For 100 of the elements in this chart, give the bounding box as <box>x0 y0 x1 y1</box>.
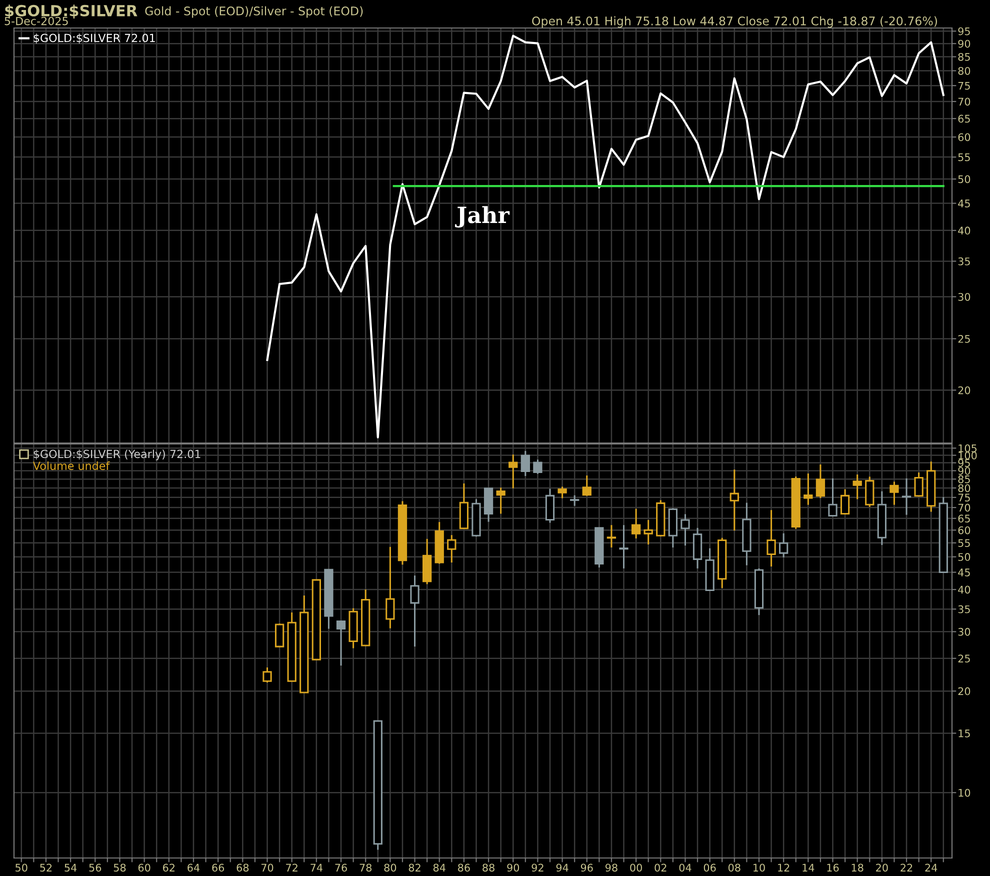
candlestick <box>570 494 580 507</box>
candlestick <box>606 524 616 548</box>
candlestick <box>558 486 567 499</box>
candlestick <box>804 472 813 506</box>
annotation: Volume undef <box>32 461 110 470</box>
y-tick-label: 60 <box>958 526 970 534</box>
y-tick-label: 25 <box>958 334 970 343</box>
x-tick-label: 14 <box>802 864 814 872</box>
candlestick <box>262 666 272 684</box>
legend-label: $GOLD:$SILVER 72.01 <box>34 34 155 44</box>
y-tick-label: 55 <box>958 539 970 547</box>
candlestick <box>680 513 690 546</box>
y-tick-label: 65 <box>958 114 970 123</box>
candlestick <box>447 534 456 564</box>
candlestick <box>619 524 628 570</box>
x-tick-label: 56 <box>89 864 102 872</box>
x-tick-label: 58 <box>114 864 126 872</box>
x-tick-label: 68 <box>236 864 249 872</box>
y-tick-label: 50 <box>958 553 970 561</box>
candlestick <box>779 532 788 558</box>
candlestick <box>496 486 506 514</box>
y-tick-label: 90 <box>958 40 970 48</box>
line-series <box>266 34 944 438</box>
x-tick-label: 20 <box>876 864 888 872</box>
candlestick <box>730 468 739 532</box>
x-tick-label: 86 <box>458 864 470 872</box>
y-tick-label: 75 <box>958 494 970 502</box>
x-tick-label: 18 <box>852 864 864 872</box>
chart-subtitle: Gold - Spot (EOD)/Silver - Spot (EOD) <box>145 6 363 18</box>
y-tick-label: 70 <box>958 98 970 106</box>
y-tick-label: 35 <box>958 605 970 614</box>
y-tick-label: 95 <box>958 459 970 467</box>
x-tick-label: 52 <box>40 864 52 872</box>
y-tick-label: 30 <box>958 628 970 636</box>
candlestick <box>840 488 850 516</box>
x-tick-label: 98 <box>605 864 618 872</box>
text: 5-Dec-2025 <box>4 16 68 26</box>
candlestick <box>508 454 518 490</box>
y-tick-label: 75 <box>958 82 970 90</box>
candlestick <box>336 620 346 666</box>
x-tick-label: 84 <box>433 864 446 872</box>
candlestick <box>865 476 874 508</box>
y-tick-label: 55 <box>958 153 970 162</box>
candlestick <box>816 464 826 499</box>
y-tick-label: 20 <box>958 386 970 394</box>
x-tick-label: 80 <box>384 864 396 872</box>
y-tick-label: 90 <box>958 466 970 475</box>
y-tick-label: 70 <box>958 504 970 512</box>
candlestick <box>386 546 395 630</box>
x-tick-label: 62 <box>163 864 174 872</box>
candlestick <box>274 622 284 648</box>
y-tick-label: 25 <box>958 654 970 662</box>
x-tick-label: 74 <box>310 864 322 872</box>
x-tick-label: 22 <box>900 864 912 872</box>
y-tick-label: 10 <box>958 788 970 797</box>
x-tick-label: 64 <box>188 864 200 872</box>
y-tick-label: 105 <box>958 444 977 452</box>
x-tick-label: 54 <box>64 864 77 872</box>
x-tick-label: 88 <box>482 864 494 872</box>
candlestick <box>520 450 530 477</box>
candlestick <box>902 478 912 516</box>
x-tick-label: 96 <box>580 864 593 872</box>
y-tick-label: 30 <box>958 292 970 301</box>
y-tick-label: 40 <box>958 586 970 594</box>
candlestick <box>410 574 420 648</box>
x-tick-label: 76 <box>335 864 347 872</box>
y-tick-label: 50 <box>958 175 970 184</box>
y-tick-label: 45 <box>958 200 970 208</box>
text: $GOLD:$SILVER (Yearly) 72.01 <box>34 450 200 460</box>
x-tick-label: 08 <box>728 864 740 872</box>
y-tick-label: 80 <box>958 484 970 492</box>
x-tick-label: 24 <box>925 864 938 872</box>
x-tick-label: 12 <box>778 864 790 872</box>
candlestick <box>582 474 592 497</box>
x-tick-label: 06 <box>704 864 716 872</box>
candlestick <box>644 519 653 546</box>
x-tick-label: 78 <box>360 864 372 872</box>
y-tick-label: 35 <box>958 257 970 266</box>
x-tick-label: 82 <box>408 864 420 872</box>
x-tick-label: 72 <box>286 864 298 872</box>
x-tick-label: 16 <box>827 864 839 872</box>
y-tick-label: 45 <box>958 568 970 576</box>
x-tick-label: 10 <box>754 864 765 872</box>
y-tick-label: 60 <box>958 133 970 142</box>
y-tick-label: 65 <box>958 514 970 522</box>
candlestick <box>852 474 862 500</box>
candlestick <box>533 458 542 475</box>
candlestick <box>766 509 776 568</box>
candlestick <box>631 508 641 540</box>
x-tick-label: 50 <box>16 864 28 872</box>
x-tick-label: 90 <box>507 864 520 872</box>
y-tick-label: 20 <box>958 687 970 696</box>
y-tick-label: 80 <box>958 66 970 75</box>
x-tick-label: 02 <box>654 864 666 872</box>
x-tick-label: 92 <box>532 864 544 872</box>
x-tick-label: 00 <box>630 864 642 872</box>
y-tick-label: 15 <box>958 730 970 738</box>
candlestick <box>890 480 899 506</box>
annotation: Jahr <box>454 206 510 228</box>
chart-title: $GOLD:$SILVER <box>5 4 138 18</box>
